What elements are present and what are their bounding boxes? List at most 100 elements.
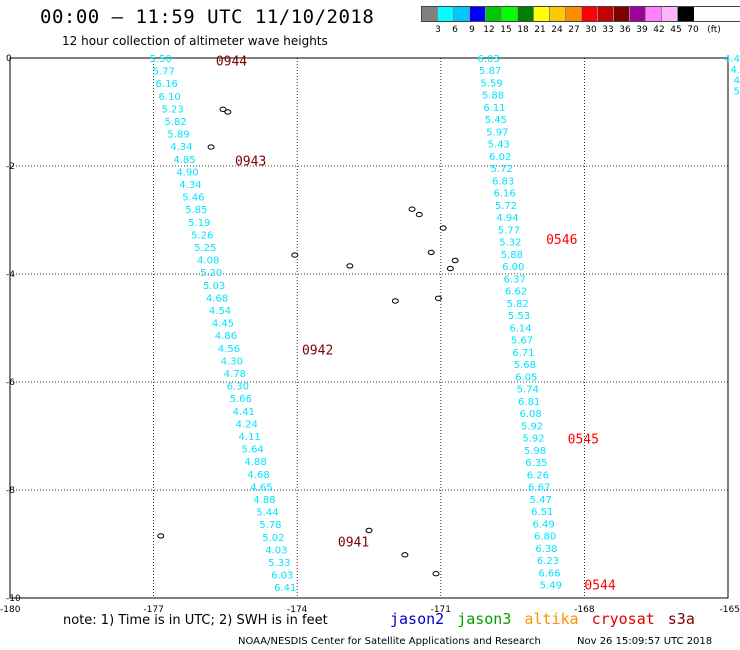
swh-value-label: 5.68 — [514, 360, 536, 371]
x-tick-label: -177 — [143, 605, 163, 615]
swh-value-label: 6.26 — [527, 470, 549, 481]
island-outline — [446, 265, 454, 272]
swh-value-label: 6.10 — [159, 92, 181, 103]
swh-value-label: 6.16 — [493, 189, 515, 200]
y-tick-label: 0 — [6, 54, 12, 64]
swh-value-label: 4.03 — [265, 545, 287, 556]
swh-value-label: 4.4 — [724, 54, 740, 65]
swh-value-label: 5.82 — [506, 299, 528, 310]
legend-swatch — [678, 7, 694, 21]
legend-label: 42 — [653, 25, 665, 35]
legend-swatch — [598, 7, 614, 21]
legend-label: 45 — [670, 25, 682, 35]
swh-value-label: 6.66 — [538, 568, 560, 579]
swh-value-label: 4.34 — [179, 180, 201, 191]
swh-value-label: 5.92 — [522, 434, 544, 445]
swh-value-label: 5 — [734, 86, 740, 97]
pass-time-label: 0544 — [584, 579, 615, 594]
satellite-name: jason3 — [457, 610, 512, 628]
legend-swatch — [486, 7, 502, 21]
island-outline — [291, 252, 299, 258]
island-outline — [401, 552, 409, 558]
swh-value-label: 4.68 — [247, 470, 269, 481]
swh-value-label: 4.30 — [221, 356, 243, 367]
swh-value-label: 4.78 — [224, 369, 246, 380]
swh-value-label: 5.92 — [521, 421, 543, 432]
swh-value-label: 5.03 — [203, 281, 225, 292]
swh-value-label: 6.23 — [537, 556, 559, 567]
swh-value-label: 6.51 — [531, 507, 553, 518]
legend-swatch — [582, 7, 598, 21]
swh-value-label: 5.82 — [164, 117, 186, 128]
legend-label: 30 — [585, 25, 597, 35]
swh-value-label: 6.67 — [528, 483, 550, 494]
x-tick-label: -171 — [431, 605, 451, 615]
legend-label: 9 — [469, 25, 475, 35]
island-outline — [408, 206, 416, 212]
swh-value-label: 5.77 — [498, 225, 520, 236]
swh-value-label: 4 — [734, 76, 740, 87]
pass-time-label: 0943 — [235, 155, 266, 170]
swh-value-label: 5.97 — [486, 127, 508, 138]
swh-value-label: 5.32 — [499, 238, 521, 249]
swh-value-label: 5.64 — [242, 445, 264, 456]
swh-value-label: 6.38 — [535, 544, 557, 555]
swh-value-label: 6.83 — [492, 176, 514, 187]
legend-label: 70 — [687, 25, 699, 35]
swh-value-label: 5.85 — [185, 205, 207, 216]
swh-value-label: 5.87 — [479, 66, 501, 77]
swh-value-label: 5.23 — [161, 104, 183, 115]
swh-value-label: 4.54 — [209, 306, 231, 317]
x-tick-label: -168 — [574, 605, 595, 615]
swh-value-label: 5.67 — [511, 336, 533, 347]
legend-label: 24 — [551, 25, 563, 35]
pass-time-label: 0941 — [338, 535, 369, 550]
pass-time-label: 0545 — [568, 433, 599, 448]
legend-swatch — [662, 7, 678, 21]
swh-value-label: 6.14 — [509, 323, 531, 334]
x-tick-label: -165 — [720, 605, 740, 615]
swh-value-label: 5.89 — [167, 130, 189, 141]
legend-label: 6 — [452, 25, 458, 35]
swh-value-label: 6.81 — [518, 397, 540, 408]
legend-label: (ft) — [707, 25, 721, 35]
swh-value-label: 4.08 — [197, 256, 219, 267]
legend-swatch — [454, 7, 470, 21]
island-outlines — [157, 106, 459, 577]
y-tick-label: -8 — [6, 486, 15, 496]
swh-value-label: 6.08 — [520, 409, 542, 420]
island-outline — [207, 144, 215, 150]
swh-value-label: 5.72 — [495, 201, 517, 212]
island-outline — [346, 263, 354, 269]
island-outline — [157, 533, 165, 539]
swh-value-label: 4.11 — [239, 432, 261, 443]
legend-swatch — [502, 7, 518, 21]
swh-value-label: 4.86 — [215, 331, 237, 342]
swh-value-label: 6.62 — [505, 287, 527, 298]
color-scale-legend: 3 6 9 12 15 18 21 24 27 30 33 36 39 42 45 70 (ft) — [421, 6, 740, 37]
legend-swatch — [422, 7, 438, 21]
swh-value-label: 6.05 — [515, 372, 537, 383]
satellite-name: s3a — [667, 610, 695, 628]
footer-timestamp: Nov 26 15:09:57 UTC 2018 — [577, 636, 713, 647]
island-outline — [415, 211, 423, 218]
island-outline — [219, 106, 227, 113]
swh-value-label: 5.44 — [256, 508, 278, 519]
legend-label: 27 — [568, 25, 580, 35]
island-outline — [434, 295, 442, 301]
map-title: 00:00 — 11:59 UTC 11/10/2018 — [40, 6, 375, 28]
footer-note: note: 1) Time is in UTC; 2) SWH is in fe… — [63, 613, 328, 628]
swh-value-label: 6.03 — [478, 54, 500, 65]
swh-value-label: 5.59 — [480, 78, 502, 89]
legend-swatches — [421, 6, 740, 22]
x-tick-label: -174 — [287, 605, 308, 615]
legend-swatch — [438, 7, 454, 21]
swh-value-label: 5.78 — [259, 520, 281, 531]
island-outline — [432, 571, 440, 577]
swh-value-label: 5.98 — [524, 446, 546, 457]
swh-value-label: 5.43 — [488, 140, 510, 151]
swh-value-label: 4.68 — [206, 293, 228, 304]
island-outline — [427, 249, 435, 256]
map-subtitle: 12 hour collection of altimeter wave hei… — [62, 34, 328, 48]
map-frame — [9, 57, 729, 599]
